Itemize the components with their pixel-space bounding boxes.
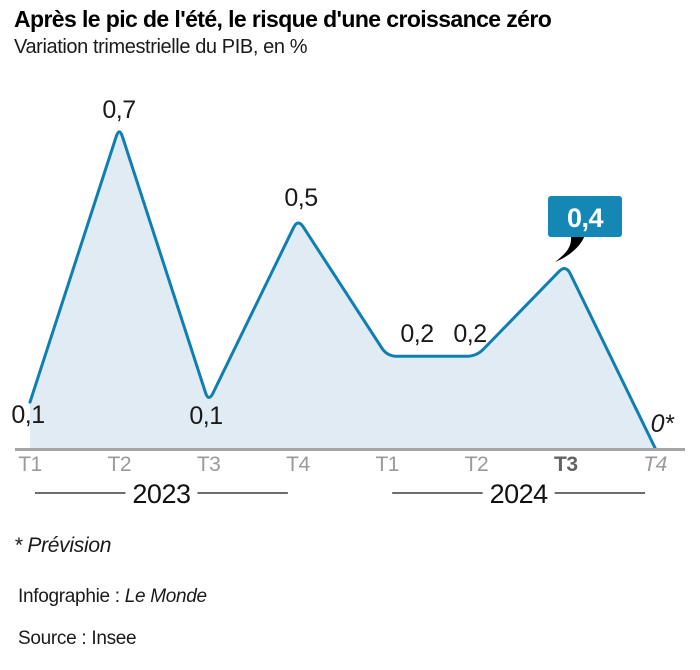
x-tick-label: T2 <box>465 453 489 476</box>
chart-point-label: 0,2 <box>400 320 433 348</box>
x-tick-label: T1 <box>18 453 42 476</box>
forecast-footnote: * Prévision <box>14 534 112 557</box>
chart-point-label: 0,2 <box>453 320 486 348</box>
chart-subtitle: Variation trimestrielle du PIB, en % <box>14 36 308 58</box>
chart-point-label: 0,5 <box>284 184 317 212</box>
chart-point-label: 0* <box>651 410 675 438</box>
year-group-label: 2023 <box>132 479 190 509</box>
chart-point-label: 0,1 <box>189 402 222 430</box>
x-tick-label: T3 <box>197 453 221 476</box>
callout-tail <box>555 235 585 262</box>
gdp-line <box>28 130 657 450</box>
gdp-area-chart: 0,1 0,7 0,1 0,5 0,2 0,2 0* 0,4 T1 T2 T3 T4 T1 T2 T3 T4 2… <box>11 96 685 509</box>
x-tick-label: T2 <box>108 453 132 476</box>
chart-title: Après le pic de l'été, le risque d'une c… <box>14 6 552 32</box>
x-tick-label: T4 <box>643 453 667 476</box>
chart-point-label: 0,7 <box>102 96 135 124</box>
x-tick-label: T3 <box>554 453 578 476</box>
x-tick-label: T4 <box>286 453 310 476</box>
credit-prefix: Infographie : <box>18 586 125 607</box>
year-group-label: 2024 <box>490 479 549 509</box>
highlight-callout-value: 0,4 <box>567 203 604 233</box>
source-line: Source : Insee <box>18 628 137 649</box>
x-tick-label: T1 <box>375 453 399 476</box>
highlight-callout-box <box>548 196 622 237</box>
credit-line: Infographie : Le Monde <box>18 586 207 608</box>
credit-name: Le Monde <box>124 586 207 607</box>
chart-point-label: 0,1 <box>11 401 44 429</box>
